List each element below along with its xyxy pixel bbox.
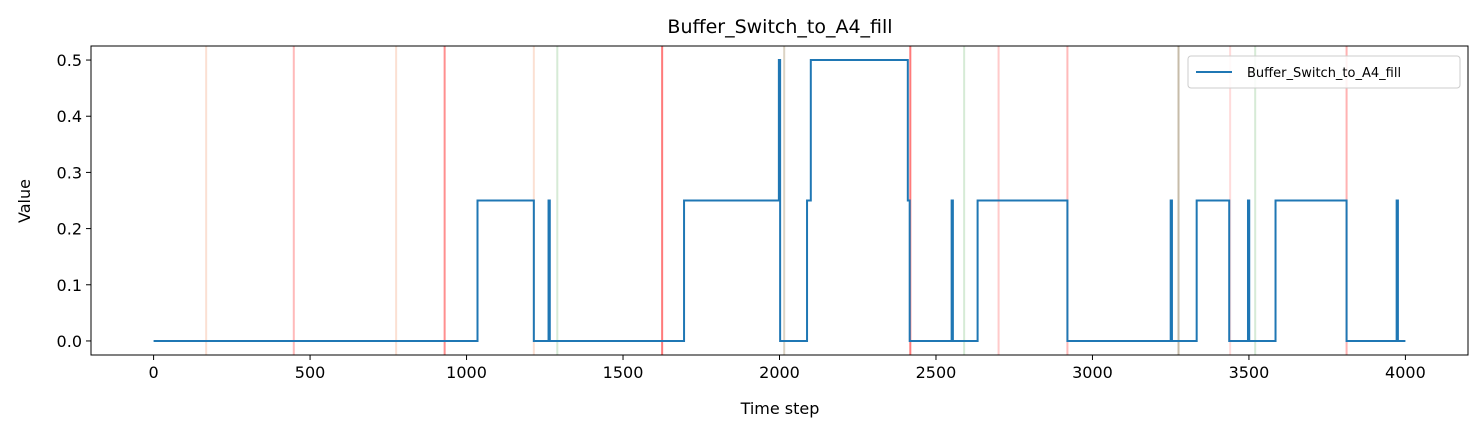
x-tick-label-5: 2500 [916,363,957,382]
x-axis-label: Time step [740,399,820,418]
y-axis-label: Value [15,179,34,223]
series-line-0 [153,59,1406,342]
y-tick-label-5: 0.5 [57,51,82,70]
x-tick-label-4: 2000 [759,363,800,382]
chart-title: Buffer_Switch_to_A4_fill [667,16,892,38]
x-axis-ticks: 0 500 1000 1500 2000 2500 3000 3500 4000 [148,355,1426,382]
x-tick-label-1: 500 [295,363,326,382]
legend: Buffer_Switch_to_A4_fill [1187,55,1461,89]
y-tick-label-3: 0.3 [57,163,82,182]
x-tick-label-3: 1500 [603,363,644,382]
series-group [153,59,1406,342]
y-tick-label-2: 0.2 [57,220,82,239]
y-tick-label-0: 0.0 [57,332,82,351]
x-tick-label-8: 4000 [1385,363,1426,382]
legend-box [1187,55,1461,89]
legend-label: Buffer_Switch_to_A4_fill [1247,66,1401,81]
x-tick-label-2: 1000 [446,363,487,382]
y-tick-label-1: 0.1 [57,276,82,295]
x-tick-label-0: 0 [148,363,158,382]
y-axis-ticks: 0.0 0.1 0.2 0.3 0.4 0.5 [57,51,91,351]
x-tick-label-7: 3500 [1229,363,1270,382]
x-tick-label-6: 3000 [1072,363,1113,382]
y-tick-label-4: 0.4 [57,107,82,126]
